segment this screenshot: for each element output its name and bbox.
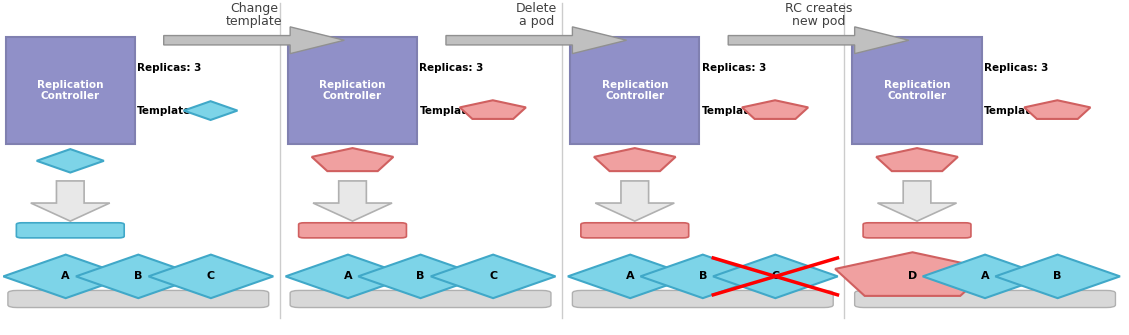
Text: Replication
Controller: Replication Controller [37,80,104,101]
FancyBboxPatch shape [6,37,135,144]
Text: B: B [134,271,142,281]
Text: Template:: Template: [138,106,195,116]
Text: Replication
Controller: Replication Controller [602,80,668,101]
Polygon shape [76,255,201,298]
Text: B: B [1053,271,1061,281]
Polygon shape [286,255,410,298]
Text: Replicas: 3: Replicas: 3 [702,63,767,73]
FancyBboxPatch shape [298,223,406,238]
Polygon shape [568,255,692,298]
Polygon shape [728,27,909,54]
FancyBboxPatch shape [852,37,982,144]
Polygon shape [714,255,838,298]
Text: a pod: a pod [518,15,554,28]
Text: A: A [981,271,989,281]
Text: A: A [61,271,70,281]
Text: Replicas: 3: Replicas: 3 [420,63,484,73]
FancyBboxPatch shape [8,290,269,308]
Text: C: C [771,271,779,281]
Text: Replicas: 3: Replicas: 3 [984,63,1049,73]
Polygon shape [3,255,128,298]
FancyBboxPatch shape [864,223,971,238]
Polygon shape [36,149,104,173]
Text: C: C [207,271,215,281]
Polygon shape [312,148,393,171]
Text: new pod: new pod [791,15,846,28]
FancyBboxPatch shape [570,37,700,144]
Polygon shape [996,255,1120,298]
Text: RC creates: RC creates [785,2,852,15]
FancyBboxPatch shape [290,290,551,308]
Polygon shape [460,100,526,119]
Text: B: B [417,271,425,281]
Text: C: C [489,271,497,281]
Text: Replicas: 3: Replicas: 3 [138,63,202,73]
Text: Replication
Controller: Replication Controller [320,80,386,101]
Text: B: B [699,271,707,281]
Text: Template:: Template: [984,106,1042,116]
Polygon shape [431,255,555,298]
Text: Delete: Delete [516,2,557,15]
FancyBboxPatch shape [572,290,833,308]
Polygon shape [594,148,675,171]
FancyBboxPatch shape [288,37,418,144]
Text: Template:: Template: [420,106,478,116]
Polygon shape [313,181,392,221]
Polygon shape [184,101,237,120]
Polygon shape [1024,100,1091,119]
Polygon shape [742,100,808,119]
Polygon shape [877,181,956,221]
Text: D: D [908,271,917,281]
Polygon shape [149,255,273,298]
Text: Template:: Template: [702,106,760,116]
Text: A: A [625,271,634,281]
Polygon shape [446,27,627,54]
Text: Change: Change [230,2,278,15]
Polygon shape [835,252,990,296]
FancyBboxPatch shape [16,223,124,238]
Text: A: A [343,271,352,281]
Polygon shape [876,148,957,171]
Polygon shape [640,255,765,298]
FancyBboxPatch shape [855,290,1115,308]
Polygon shape [922,255,1048,298]
Polygon shape [30,181,110,221]
Text: Replication
Controller: Replication Controller [884,80,951,101]
Polygon shape [595,181,674,221]
Polygon shape [164,27,344,54]
Text: template: template [226,15,282,28]
Polygon shape [358,255,483,298]
FancyBboxPatch shape [581,223,689,238]
